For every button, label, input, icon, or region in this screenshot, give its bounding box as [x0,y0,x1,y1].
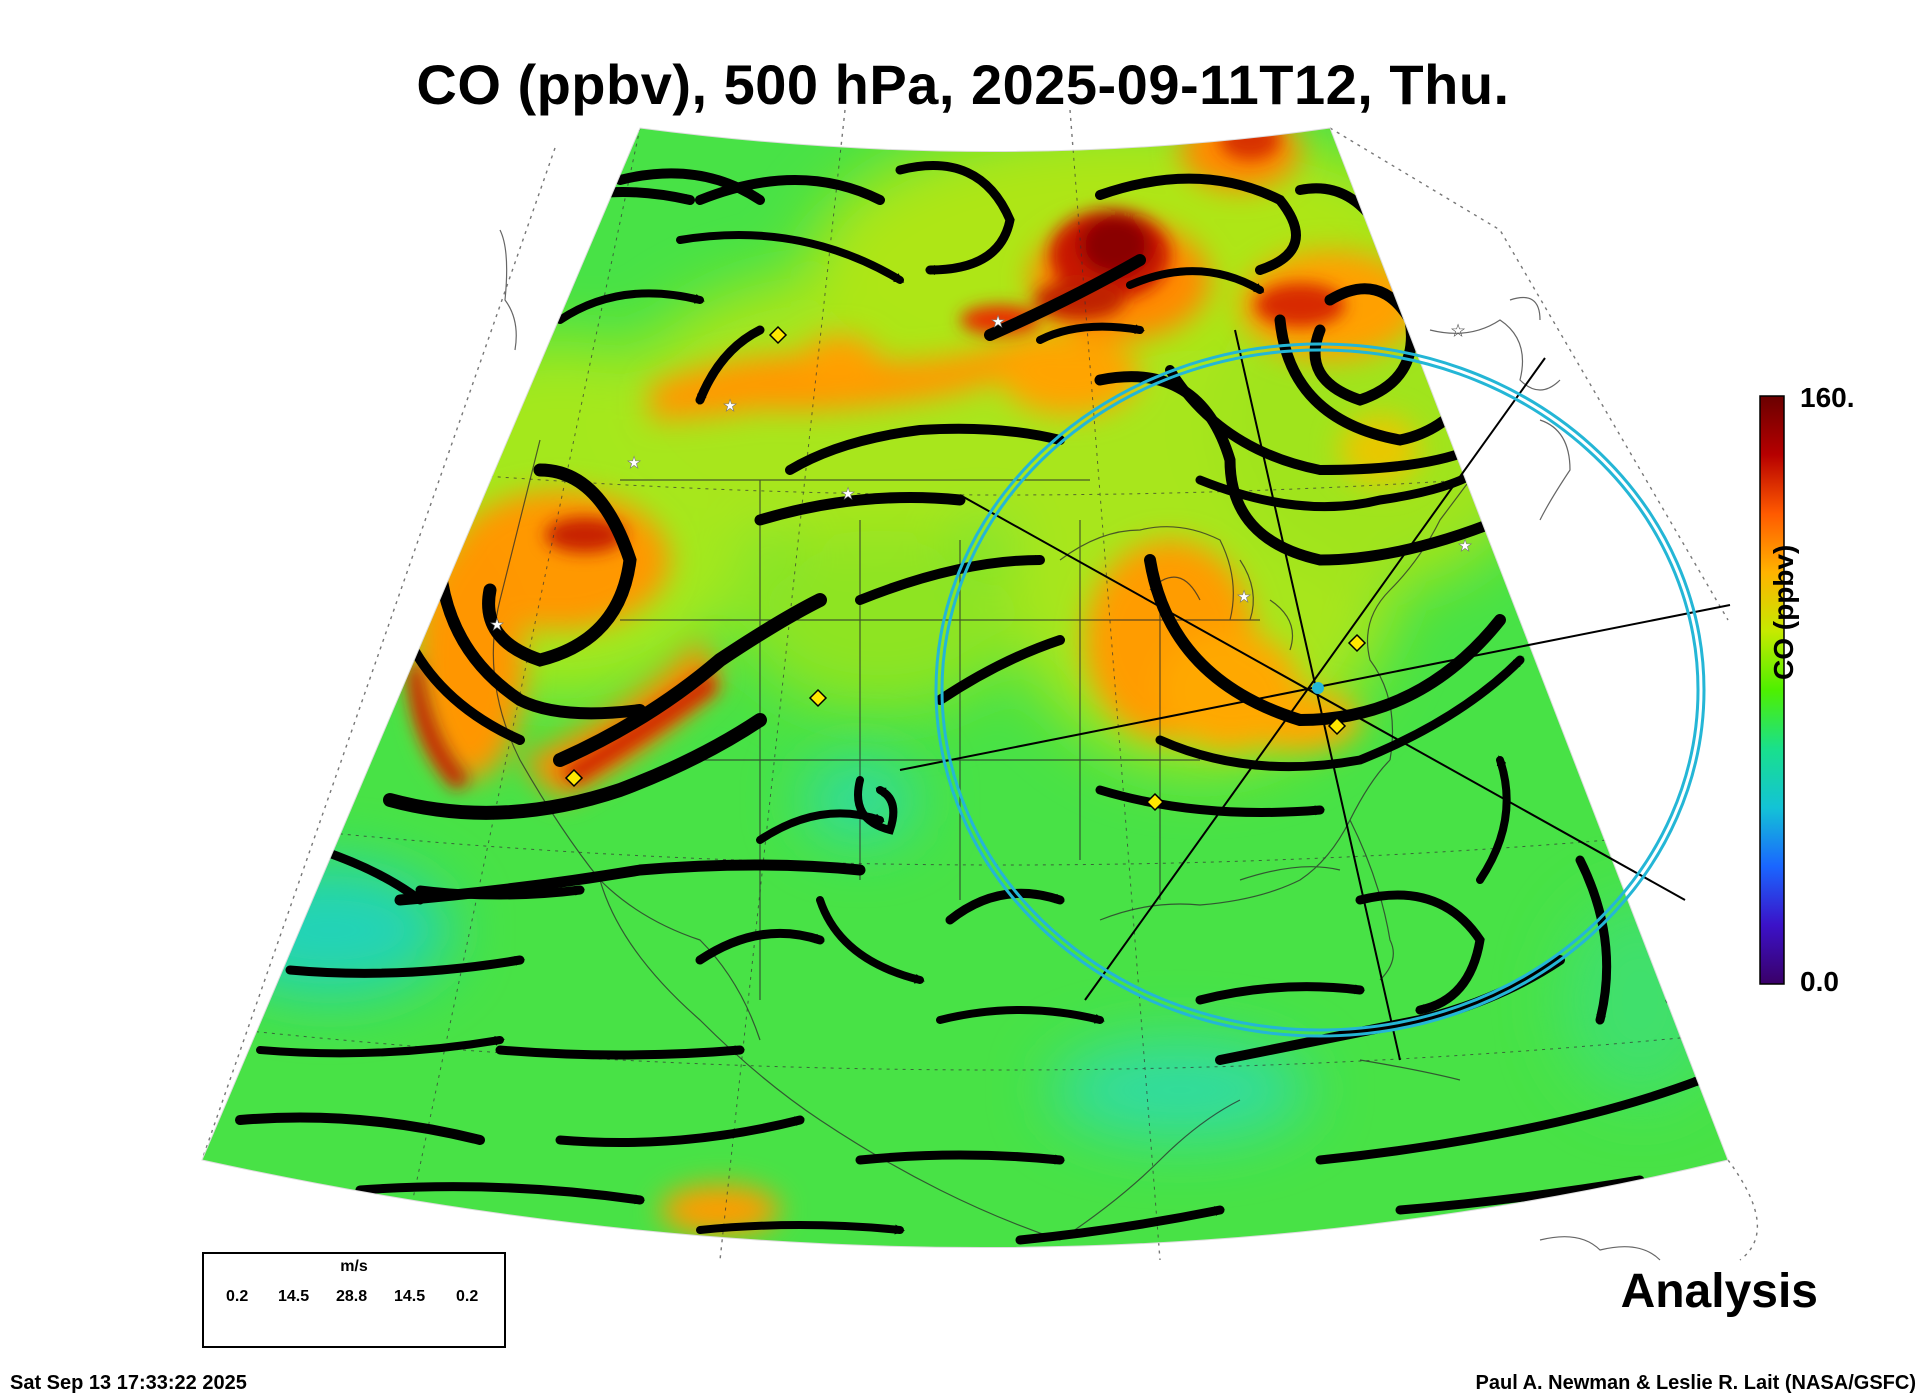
diamond-marker [564,768,584,788]
coastline-outside [499,229,1661,1261]
target-center-marker [1312,682,1324,694]
wind-legend-tick: 0.2 [226,1288,249,1305]
star-marker: ★ [1451,321,1465,340]
colorbar-max-label: 160. [1800,382,1855,413]
plot-title: CO (ppbv), 500 hPa, 2025-09-11T12, Thu. [416,53,1510,116]
timestamp: Sat Sep 13 17:33:22 2025 [10,1372,247,1394]
star-marker: ★ [991,312,1005,331]
target-ring [934,342,1706,1038]
star-marker: ★ [627,453,641,472]
star-marker: ★ [841,484,855,503]
co-field [202,128,1728,1248]
star-marker: ★ [1458,536,1472,555]
map-outline [201,127,1729,1248]
credit: Paul A. Newman & Leslie R. Lait (NASA/GS… [1475,1372,1916,1394]
white-star-markers: ★ ★ ★ ★ ★ ★ ★ ★ [490,312,1473,635]
yellow-diamond-markers [564,325,1367,812]
colorbar-title: CO (ppbv) [1768,544,1799,680]
wind-legend-tick: 28.8 [336,1288,368,1305]
colorbar [1759,395,1785,985]
star-marker: ★ [1237,587,1251,606]
diamond-marker [1327,716,1347,736]
diamond-marker [768,325,788,345]
diamond-marker [1145,792,1165,812]
wind-legend: m/s 0.2 14.5 28.8 14.5 0.2 [202,1252,506,1348]
wind-legend-tick: 14.5 [278,1288,310,1305]
diamond-marker [808,688,828,708]
wind-legend-tick: 14.5 [394,1288,426,1305]
colorbar-min-label: 0.0 [1800,966,1839,997]
wind-streamlines [235,161,1705,1245]
star-marker: ★ [490,615,504,634]
wind-legend-unit: m/s [340,1258,368,1275]
wind-legend-tick: 0.2 [456,1288,479,1305]
star-marker: ★ [723,396,737,415]
diamond-marker [1347,633,1367,653]
analysis-label: Analysis [1620,1265,1818,1318]
